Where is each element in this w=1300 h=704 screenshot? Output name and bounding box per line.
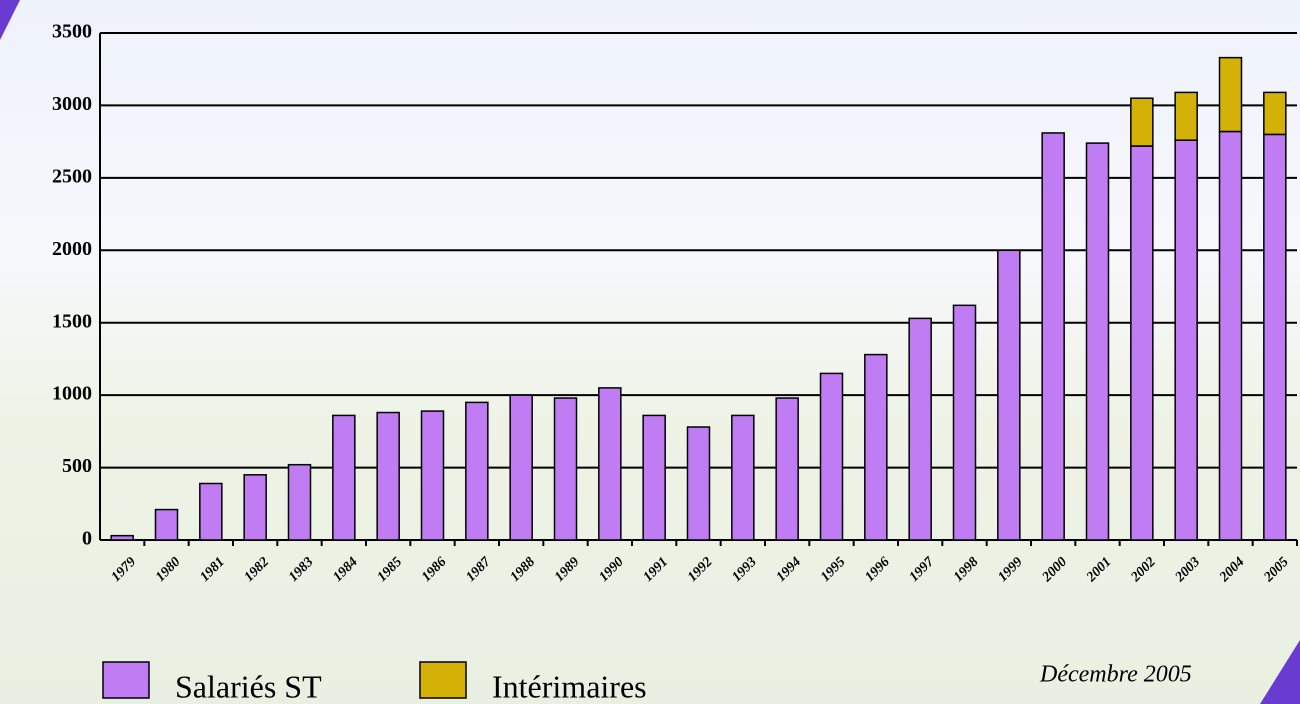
legend-label: Salariés ST bbox=[175, 668, 322, 704]
bar-segment bbox=[287, 463, 312, 541]
corner-decor bbox=[1260, 640, 1300, 704]
bar-segment bbox=[553, 397, 578, 541]
bar-segment bbox=[642, 414, 666, 541]
bar-segment bbox=[598, 387, 622, 541]
corner-decor bbox=[0, 0, 20, 40]
legend-swatch bbox=[419, 661, 467, 699]
bar-segment bbox=[154, 508, 179, 541]
bar-segment bbox=[110, 534, 134, 541]
bar-segment bbox=[376, 411, 400, 541]
y-tick-label: 2000 bbox=[52, 238, 92, 260]
bar-segment bbox=[1174, 139, 1198, 541]
legend-label: Intérimaires bbox=[492, 668, 647, 704]
bar-segment bbox=[509, 394, 533, 541]
y-tick-label: 1500 bbox=[52, 310, 92, 332]
y-tick-label: 3000 bbox=[52, 93, 92, 115]
bar-segment bbox=[952, 304, 977, 541]
bar-segment bbox=[1130, 145, 1154, 541]
bar-segment bbox=[1041, 132, 1065, 541]
bar-segment bbox=[819, 372, 844, 541]
y-tick-label: 0 bbox=[82, 528, 92, 550]
bar-segment bbox=[775, 397, 799, 541]
bar-segment bbox=[1263, 91, 1287, 136]
y-tick-label: 1000 bbox=[52, 383, 92, 405]
bar-segment bbox=[864, 353, 888, 541]
bar-segment bbox=[1130, 97, 1154, 147]
bar-segment bbox=[1174, 91, 1198, 141]
bar-segment bbox=[465, 401, 489, 541]
bar-segment bbox=[1218, 56, 1243, 133]
annotation: Décembre 2005 bbox=[1039, 662, 1192, 688]
bar-segment bbox=[243, 474, 267, 541]
bar-segment bbox=[997, 249, 1021, 541]
bar-segment bbox=[1218, 130, 1243, 541]
bar-segment bbox=[731, 414, 755, 541]
y-tick-label: 3500 bbox=[52, 21, 92, 43]
bar-segment bbox=[1263, 133, 1287, 541]
bar-segment bbox=[199, 482, 223, 541]
bar-segment bbox=[908, 317, 932, 541]
bar-segment bbox=[686, 426, 711, 541]
legend: Salariés ST Intérimaires bbox=[102, 661, 647, 704]
y-tick-label: 500 bbox=[62, 455, 92, 477]
y-tick-label: 2500 bbox=[52, 165, 92, 187]
bar-segment bbox=[420, 410, 445, 541]
legend-swatch bbox=[102, 661, 150, 699]
bar-segment bbox=[332, 414, 356, 541]
bar-segment bbox=[1085, 142, 1110, 541]
